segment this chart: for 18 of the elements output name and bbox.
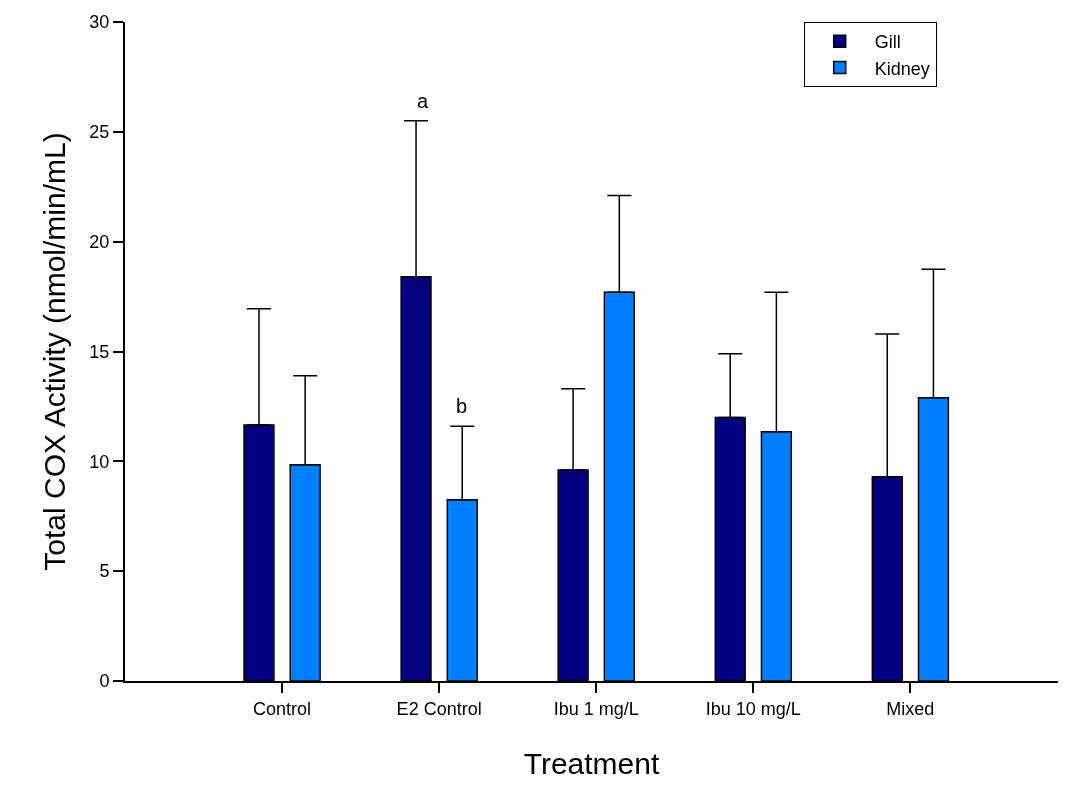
x-axis-title: Treatment [523,746,660,780]
y-tick-label: 10 [89,451,110,472]
legend-label: Gill [874,32,901,53]
y-axis-title: Total COX Activity (nmol/min/mL) [37,132,71,571]
x-tick-label: Ibu 1 mg/L [553,698,639,719]
annotation: b [456,395,468,417]
annotation: a [417,90,429,112]
y-tick-label: 5 [99,561,110,582]
y-tick-label: 0 [99,671,110,692]
y-tick-label: 15 [89,341,110,362]
x-tick-label: E2 Control [396,698,482,719]
legend-label: Kidney [874,58,930,79]
y-tick-label: 25 [89,122,110,143]
x-tick-label: Ibu 10 mg/L [705,698,801,719]
y-tick-label: 20 [89,231,110,252]
y-tick-label: 30 [89,12,110,33]
x-tick-label: Mixed [886,698,935,719]
x-tick-label: Control [253,698,312,719]
